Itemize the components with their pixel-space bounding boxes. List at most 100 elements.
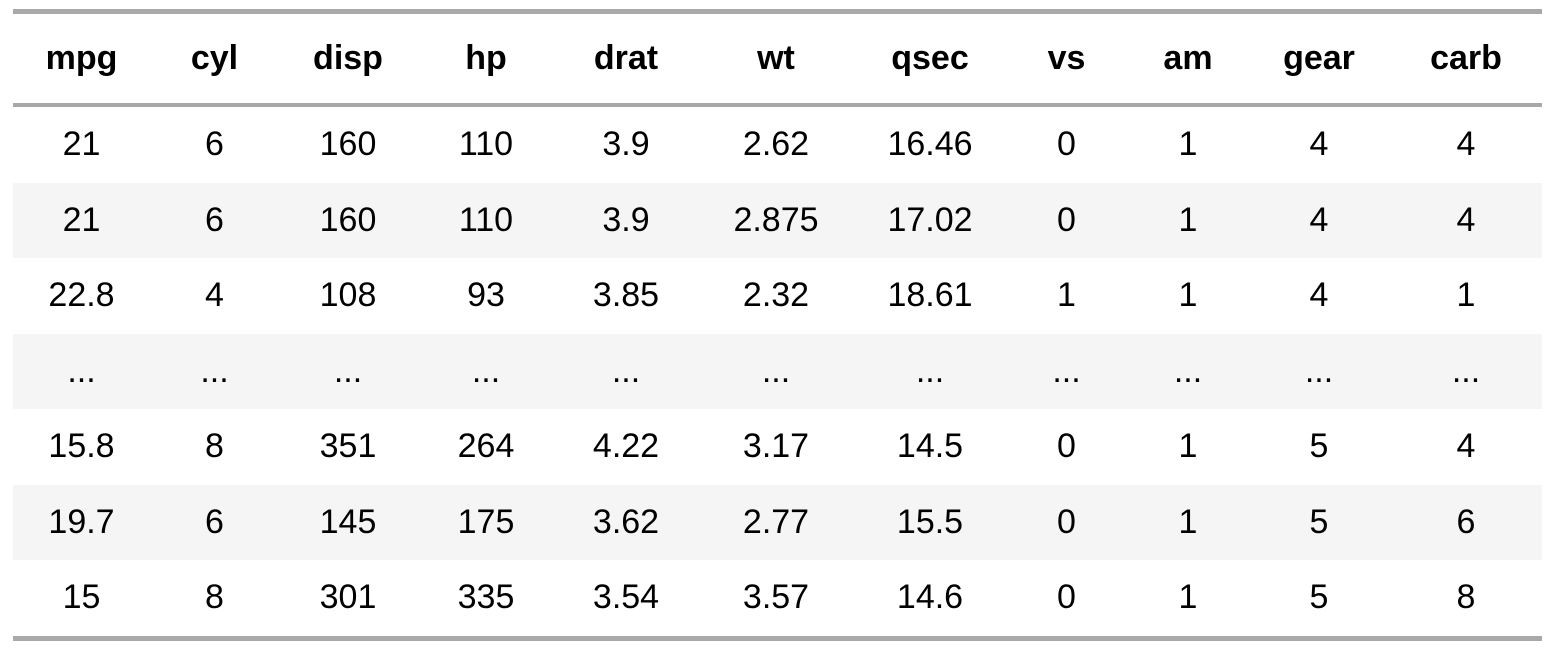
table-cell: 1 (1178, 427, 1198, 466)
table-cell: 4 (1456, 125, 1476, 164)
table-cell: 1 (1456, 276, 1476, 315)
table-cell: 4.22 (592, 427, 660, 466)
table-cell: 3.9 (602, 125, 650, 164)
column-header-mpg: mpg (13, 11, 150, 107)
table-cell: ... (1304, 351, 1334, 390)
table-cell: 145 (319, 502, 377, 541)
column-header-vs: vs (1005, 11, 1128, 107)
table-cell: 175 (457, 502, 515, 541)
table-cell: 3.9 (602, 200, 650, 239)
table-cell: 2.32 (742, 276, 810, 315)
table-cell: ... (67, 351, 96, 390)
column-header-am: am (1128, 11, 1248, 107)
table-cell: ... (915, 351, 945, 390)
mtcars-data-table: mpg cyl disp hp drat wt qsec vs am gear … (13, 9, 1542, 641)
table-cell: 5 (1309, 578, 1329, 617)
table-cell: 0 (1057, 125, 1076, 164)
table-cell: 93 (467, 276, 505, 315)
table-cell: 110 (458, 200, 514, 239)
table-cell: 21 (62, 125, 101, 164)
table-cell: ... (1052, 351, 1081, 390)
table-cell: 15.8 (48, 427, 115, 466)
table-cell: 351 (319, 427, 377, 466)
column-header-gear: gear (1248, 11, 1390, 107)
table-row: 15.8 8 351 264 4.22 3.17 14.5 0 1 5 4 (13, 409, 1542, 485)
table-cell: 0 (1057, 427, 1076, 466)
ellipsis-row: ................................. (13, 333, 1542, 409)
table-cell: 1 (1178, 200, 1198, 239)
table-cell: 3.85 (592, 276, 660, 315)
table-cell: 6 (205, 502, 224, 541)
table-cell: 1 (1178, 578, 1198, 617)
table-cell: 4 (1309, 276, 1329, 315)
table-cell: ... (611, 351, 641, 390)
table-cell: 3.17 (742, 427, 810, 466)
table-cell: 15 (62, 578, 101, 617)
table-cell: 4 (1456, 427, 1476, 466)
column-header-disp: disp (279, 11, 417, 107)
table-cell: 2.875 (733, 200, 819, 239)
table-cell: 5 (1309, 502, 1329, 541)
table-cell: 160 (319, 125, 377, 164)
table-cell: ... (1451, 351, 1481, 390)
table-cell: 21 (62, 200, 101, 239)
table-cell: 160 (319, 200, 377, 239)
table-cell: 19.7 (48, 502, 115, 541)
table-cell: 301 (319, 578, 377, 617)
table-cell: 14.5 (896, 427, 964, 466)
table-header: mpg cyl disp hp drat wt qsec vs am gear … (13, 11, 1542, 107)
column-header-hp: hp (417, 11, 555, 107)
table-cell: 18.61 (887, 276, 973, 315)
table-cell: 4 (1456, 200, 1476, 239)
table-cell: 6 (205, 125, 224, 164)
column-header-qsec: qsec (855, 11, 1005, 107)
table-cell: 17.02 (887, 200, 973, 239)
table-cell: 1 (1178, 502, 1198, 541)
column-header-wt: wt (697, 11, 855, 107)
column-header-cyl: cyl (150, 11, 279, 107)
table-cell: 2.62 (742, 125, 810, 164)
table-cell: ... (200, 351, 229, 390)
table-cell: 108 (319, 276, 377, 315)
table-cell: 1 (1178, 125, 1198, 164)
table-row: 21 6 160 110 3.9 2.62 16.46 0 1 4 4 (13, 105, 1542, 183)
table-body: 21 6 160 110 3.9 2.62 16.46 0 1 4 4 21 6 160 110 3.9 2.8… (13, 105, 1542, 638)
table-cell: 264 (457, 427, 515, 466)
table-row: 22.8 4 108 93 3.85 2.32 18.61 1 1 4 1 (13, 258, 1542, 334)
table-cell: 335 (457, 578, 515, 617)
table-cell: 4 (205, 276, 224, 315)
table-container: mpg cyl disp hp drat wt qsec vs am gear … (13, 9, 1542, 641)
table-cell: ... (333, 351, 363, 390)
table-cell: ... (761, 351, 791, 390)
table-cell: 0 (1057, 502, 1076, 541)
table-cell: 8 (205, 427, 224, 466)
column-header-drat: drat (555, 11, 697, 107)
table-row: 19.7 6 145 175 3.62 2.77 15.5 0 1 5 6 (13, 484, 1542, 560)
table-cell: 15.5 (896, 502, 964, 541)
header-row: mpg cyl disp hp drat wt qsec vs am gear … (13, 11, 1542, 107)
table-cell: 8 (205, 578, 224, 617)
table-cell: 110 (458, 125, 514, 164)
table-row: 21 6 160 110 3.9 2.875 17.02 0 1 4 4 (13, 182, 1542, 258)
table-row: 15 8 301 335 3.54 3.57 14.6 0 1 5 8 (13, 560, 1542, 638)
table-cell: 0 (1057, 578, 1076, 617)
table-cell: 6 (1456, 502, 1476, 541)
table-cell: 0 (1057, 200, 1076, 239)
table-cell: 8 (1456, 578, 1476, 617)
table-cell: 16.46 (887, 125, 973, 164)
table-cell: 14.6 (896, 578, 964, 617)
column-header-carb: carb (1390, 11, 1542, 107)
table-cell: 2.77 (742, 502, 810, 541)
table-cell: 4 (1309, 125, 1329, 164)
table-cell: 1 (1057, 276, 1076, 315)
table-cell: ... (471, 351, 501, 390)
table-cell: 1 (1178, 276, 1198, 315)
table-cell: 3.62 (592, 502, 660, 541)
table-cell: ... (1173, 351, 1203, 390)
table-cell: 3.54 (592, 578, 660, 617)
table-cell: 5 (1309, 427, 1329, 466)
table-cell: 6 (205, 200, 224, 239)
table-cell: 3.57 (742, 578, 810, 617)
table-cell: 4 (1309, 200, 1329, 239)
table-cell: 22.8 (48, 276, 115, 315)
